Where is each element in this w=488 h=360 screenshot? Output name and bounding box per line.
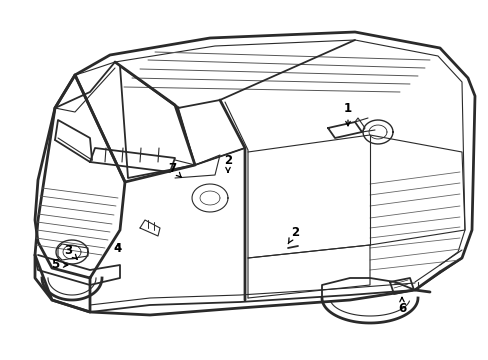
Text: 4: 4: [114, 242, 122, 255]
Text: 7: 7: [167, 162, 181, 177]
Text: 1: 1: [343, 102, 351, 126]
Text: 2: 2: [287, 225, 299, 244]
Text: 5: 5: [51, 258, 68, 271]
Text: 2: 2: [224, 153, 232, 172]
Text: 3: 3: [64, 243, 77, 259]
Text: 6: 6: [397, 297, 406, 315]
